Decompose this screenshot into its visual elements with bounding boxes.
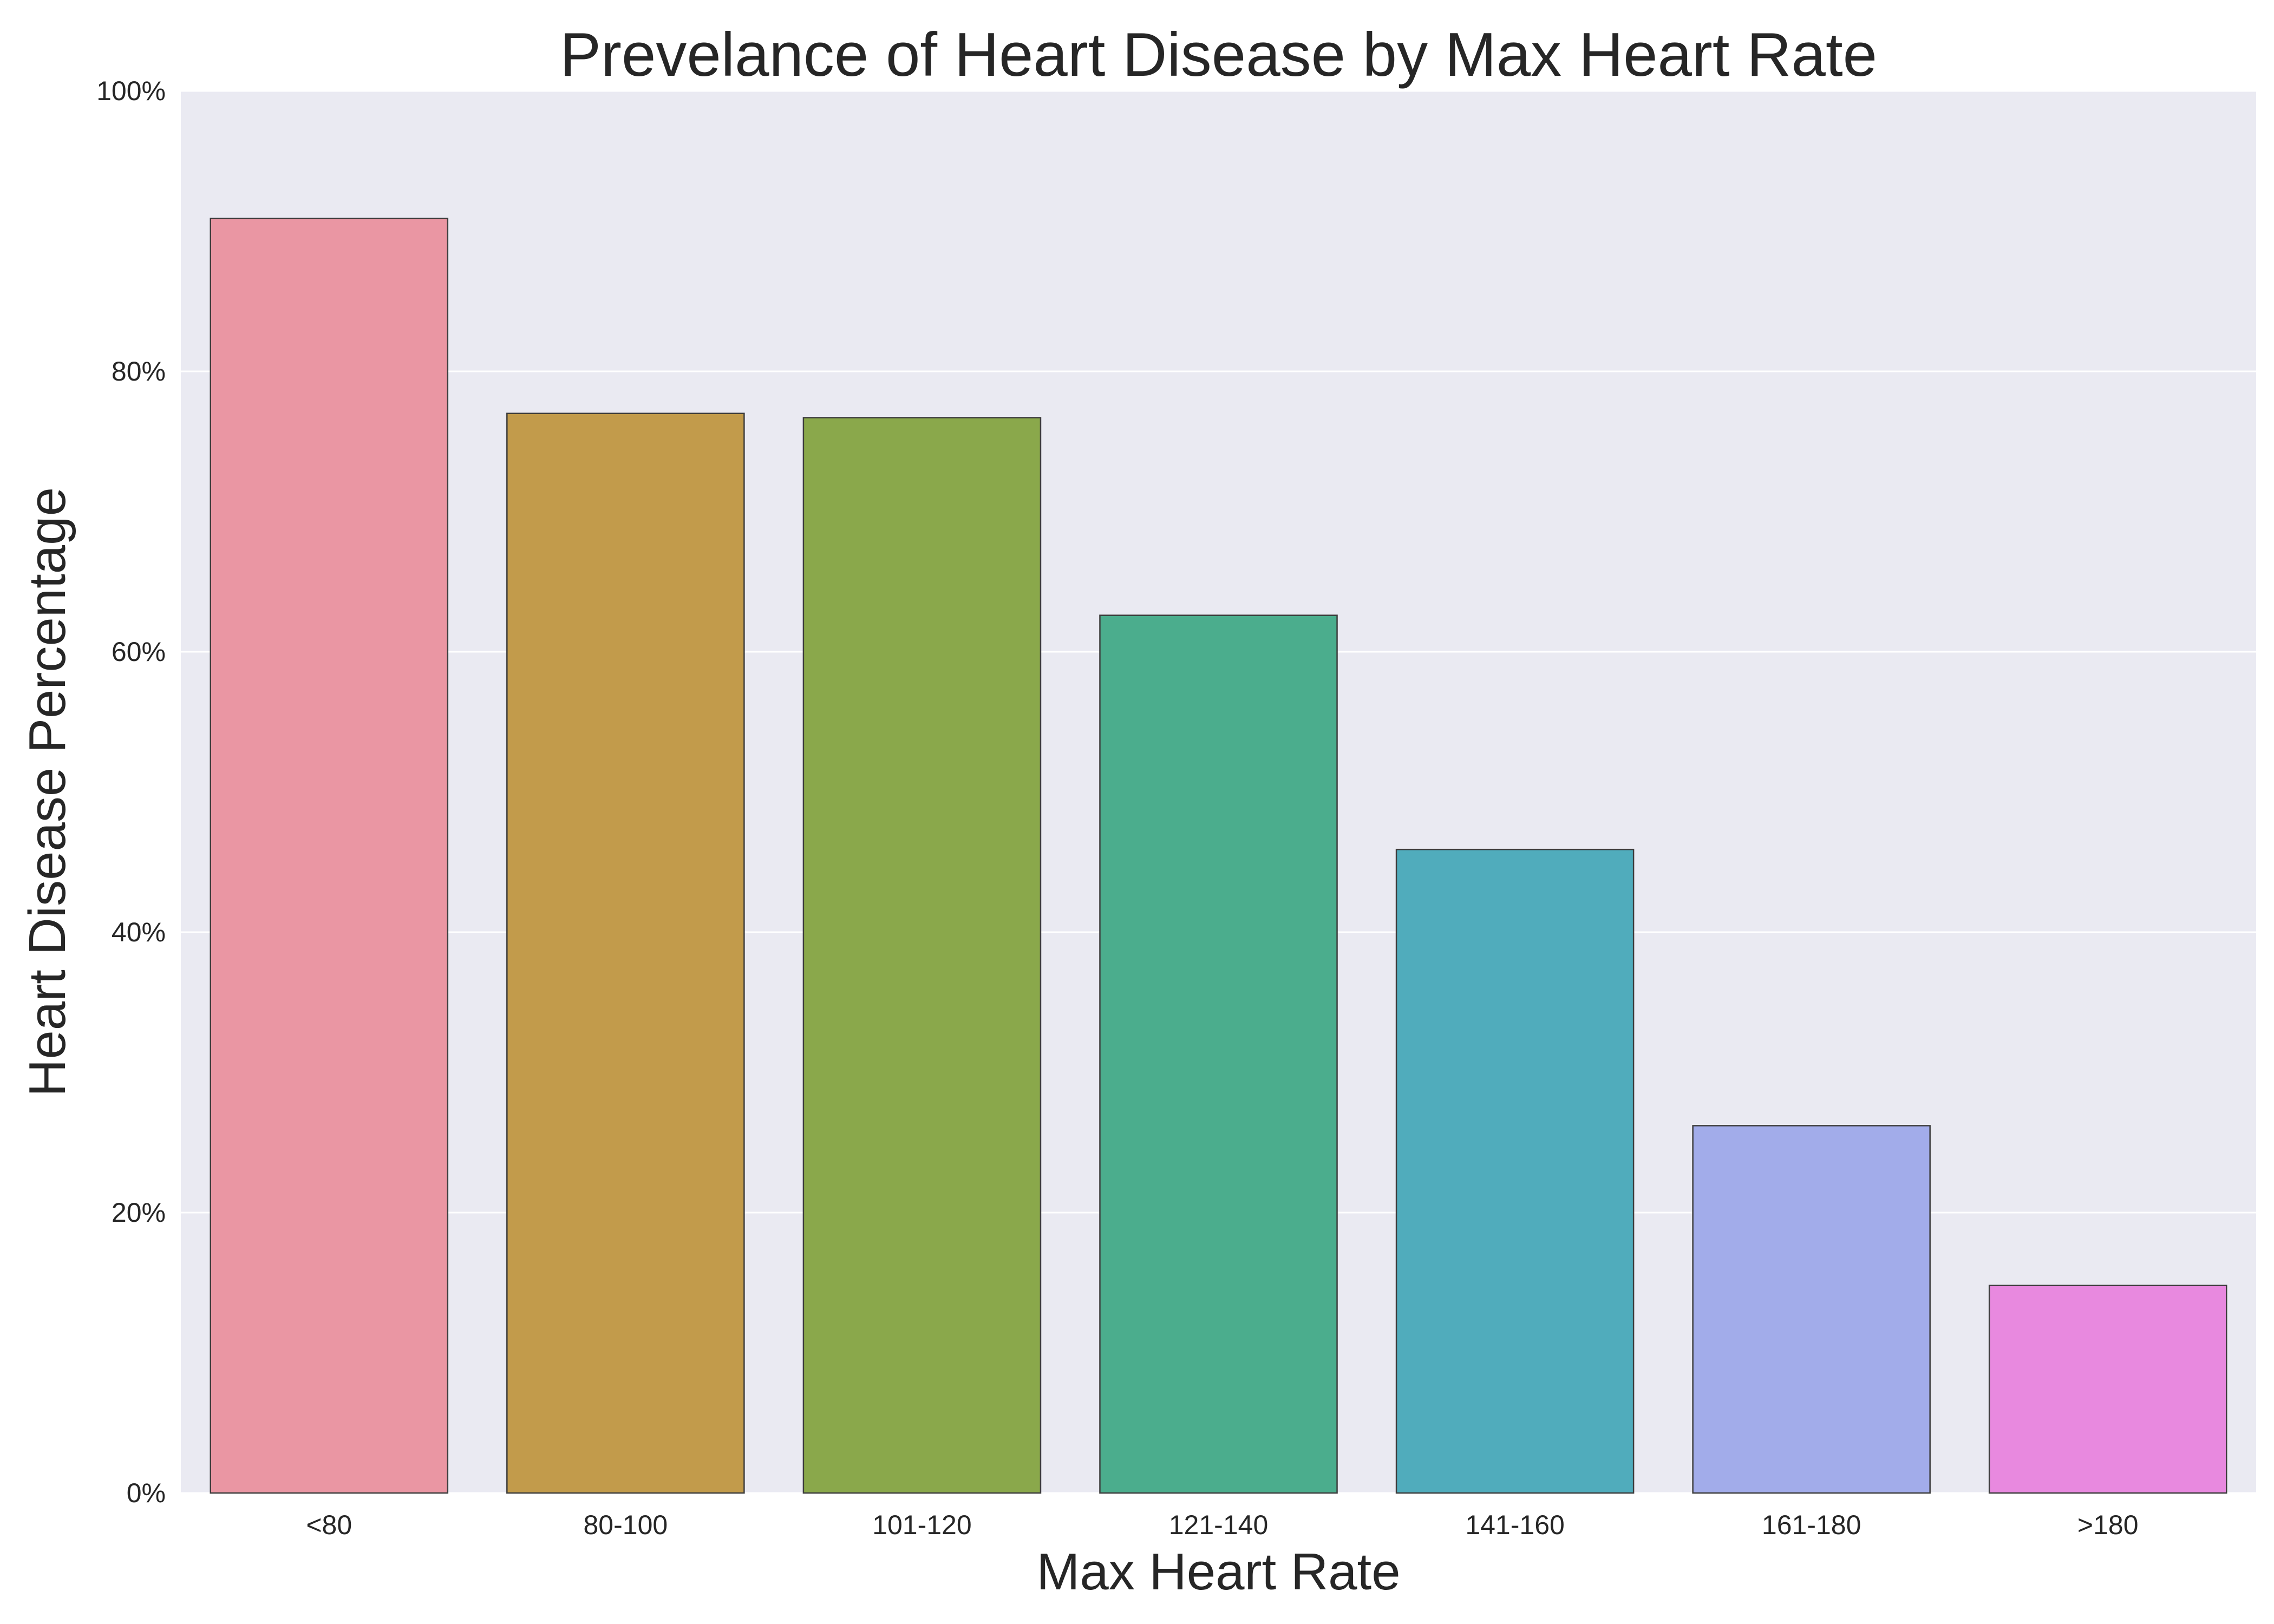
bars — [210, 218, 2227, 1494]
bar — [210, 218, 449, 1494]
x-tick-label: 80-100 — [584, 1510, 668, 1540]
x-axis-ticks: <80 80-100 101-120 121-140 141-160 161-180 >18… — [306, 1510, 2138, 1540]
y-axis-ticks: 0% 20% 40% 60% 80% 100% — [96, 76, 166, 1508]
x-axis-title: Max Heart Rate — [1036, 1543, 1400, 1601]
y-tick-label: 0% — [127, 1478, 166, 1508]
y-tick-label: 40% — [112, 917, 166, 947]
bar — [1692, 1125, 1931, 1494]
x-tick-label: 101-120 — [872, 1510, 972, 1540]
x-tick-label: 141-160 — [1465, 1510, 1565, 1540]
chart-title: Prevelance of Heart Disease by Max Heart… — [560, 21, 1877, 89]
x-tick-label: 121-140 — [1169, 1510, 1269, 1540]
x-tick-label: >180 — [2077, 1510, 2139, 1540]
bar — [1395, 848, 1635, 1494]
y-tick-label: 80% — [112, 356, 166, 387]
x-tick-label: 161-180 — [1762, 1510, 1861, 1540]
y-tick-label: 60% — [112, 637, 166, 667]
bar — [506, 412, 745, 1494]
y-axis-title: Heart Disease Percentage — [18, 487, 76, 1097]
y-tick-label: 100% — [96, 76, 166, 106]
bar — [1099, 614, 1338, 1494]
y-tick-label: 20% — [112, 1197, 166, 1228]
bar — [802, 417, 1042, 1494]
x-tick-label: <80 — [306, 1510, 352, 1540]
bar — [1988, 1285, 2227, 1494]
